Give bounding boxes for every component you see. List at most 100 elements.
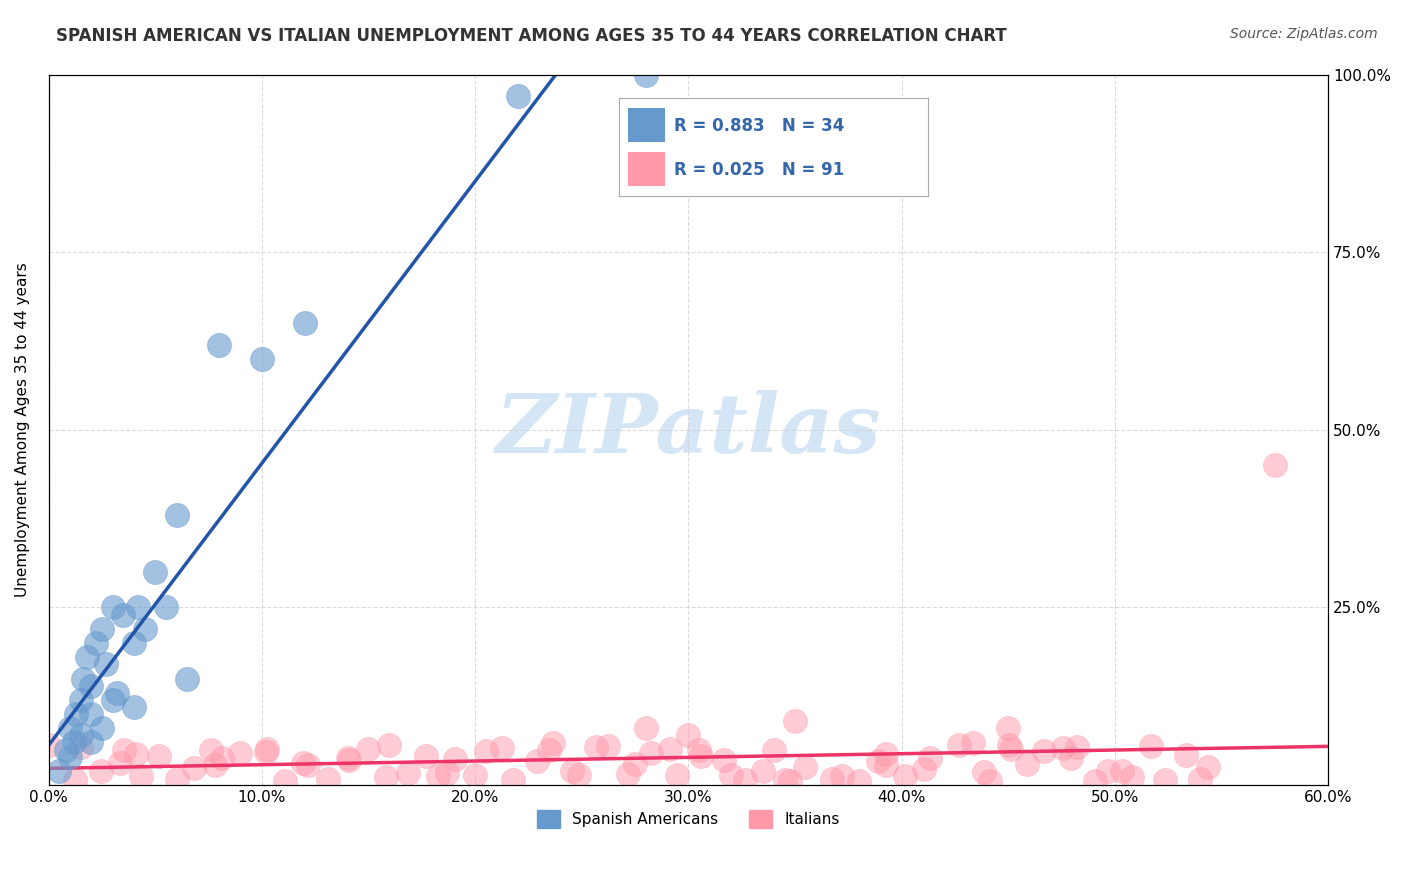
Point: [38, 738, 60, 752]
Point: [91, 721, 114, 735]
Point: [866, 754, 889, 768]
Point: [491, 741, 513, 756]
Point: [208, 337, 231, 351]
Point: [616, 767, 638, 781]
Point: [145, 565, 167, 579]
Point: [415, 748, 437, 763]
Point: [59, 721, 82, 735]
Point: [72, 672, 94, 686]
Point: [762, 743, 785, 757]
Point: [273, 774, 295, 789]
Point: [1066, 740, 1088, 755]
Point: [427, 769, 450, 783]
Point: [502, 773, 524, 788]
Point: [475, 744, 498, 758]
Point: [1197, 760, 1219, 774]
Point: [112, 607, 135, 622]
Point: [101, 693, 124, 707]
Point: [962, 736, 984, 750]
Bar: [628, 108, 665, 142]
Point: [634, 68, 657, 82]
Point: [1188, 772, 1211, 786]
Point: [640, 747, 662, 761]
Point: [634, 721, 657, 735]
Point: [794, 760, 817, 774]
Y-axis label: Unemployment Among Ages 35 to 44 years: Unemployment Among Ages 35 to 44 years: [15, 262, 30, 597]
Point: [336, 751, 359, 765]
Point: [979, 774, 1001, 789]
Point: [80, 735, 103, 749]
Point: [254, 745, 277, 759]
Point: [506, 88, 529, 103]
Point: [256, 742, 278, 756]
Point: [783, 714, 806, 728]
Bar: [628, 152, 665, 186]
Point: [1154, 773, 1177, 788]
Point: [973, 765, 995, 780]
Point: [65, 706, 87, 721]
Point: [122, 700, 145, 714]
Point: [294, 316, 316, 330]
Point: [1000, 742, 1022, 756]
Point: [1084, 773, 1107, 788]
Point: [125, 747, 148, 761]
Text: Source: ZipAtlas.com: Source: ZipAtlas.com: [1230, 27, 1378, 41]
Point: [779, 774, 801, 789]
Point: [1174, 748, 1197, 763]
Point: [55, 742, 77, 756]
Point: [665, 768, 688, 782]
Text: SPANISH AMERICAN VS ITALIAN UNEMPLOYMENT AMONG AGES 35 TO 44 YEARS CORRELATION C: SPANISH AMERICAN VS ITALIAN UNEMPLOYMENT…: [56, 27, 1007, 45]
Point: [70, 740, 93, 755]
Point: [688, 743, 710, 757]
Text: R = 0.883   N = 34: R = 0.883 N = 34: [675, 117, 845, 135]
Point: [678, 728, 700, 742]
Point: [821, 772, 844, 786]
Point: [155, 600, 177, 615]
Point: [713, 753, 735, 767]
Point: [76, 650, 98, 665]
Point: [200, 743, 222, 757]
Point: [59, 749, 82, 764]
Point: [920, 751, 942, 765]
Point: [914, 762, 936, 776]
Point: [1121, 770, 1143, 784]
Point: [1097, 764, 1119, 778]
Point: [537, 743, 560, 757]
Point: [848, 773, 870, 788]
Point: [831, 769, 853, 783]
Point: [378, 738, 401, 752]
Point: [122, 636, 145, 650]
Point: [773, 772, 796, 787]
Point: [69, 693, 91, 707]
Point: [48, 764, 70, 778]
Point: [375, 770, 398, 784]
Point: [720, 768, 742, 782]
Text: R = 0.025   N = 91: R = 0.025 N = 91: [675, 161, 845, 178]
Point: [875, 747, 897, 762]
Point: [894, 769, 917, 783]
Point: [80, 706, 103, 721]
Point: [396, 765, 419, 780]
Point: [357, 742, 380, 756]
Point: [112, 743, 135, 757]
Point: [229, 746, 252, 760]
Point: [1264, 458, 1286, 473]
Point: [689, 748, 711, 763]
Point: [134, 622, 156, 636]
Legend: Spanish Americans, Italians: Spanish Americans, Italians: [531, 804, 846, 834]
Point: [875, 757, 897, 772]
Point: [91, 622, 114, 636]
Point: [1140, 739, 1163, 753]
Point: [561, 764, 583, 778]
Point: [166, 772, 188, 786]
Point: [63, 735, 86, 749]
Point: [568, 768, 591, 782]
Point: [464, 768, 486, 782]
Point: [624, 757, 647, 772]
Point: [84, 636, 107, 650]
Point: [80, 679, 103, 693]
Point: [1015, 756, 1038, 771]
Point: [596, 739, 619, 753]
Point: [183, 761, 205, 775]
Point: [1032, 744, 1054, 758]
